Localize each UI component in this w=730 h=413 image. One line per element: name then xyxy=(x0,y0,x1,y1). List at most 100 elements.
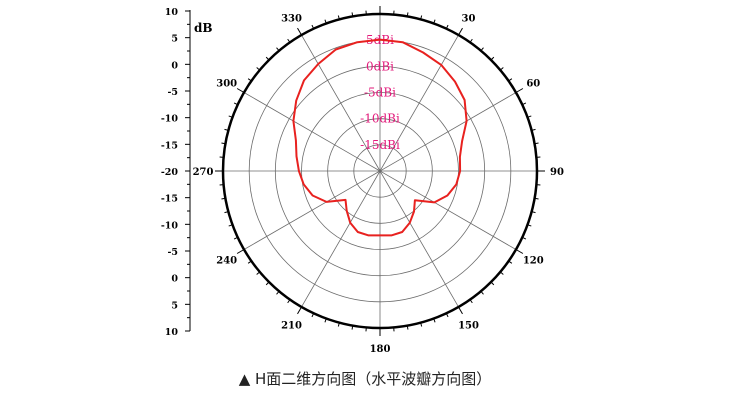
outer-tick xyxy=(499,67,504,71)
outer-tick xyxy=(233,102,238,106)
outer-tick xyxy=(531,128,536,131)
grid-spoke-inner xyxy=(379,157,403,172)
outer-tick xyxy=(297,27,302,36)
outer-tick xyxy=(287,38,291,43)
polar-chart: 10 5 0 -5 -10 -15 -20 -15 -10 -5 0 5 10 dB 30 60 90 120… xyxy=(161,6,564,355)
outer-tick xyxy=(265,281,270,286)
outer-tick xyxy=(228,224,233,227)
ring-label: 0dBi xyxy=(366,59,394,73)
grid-spoke xyxy=(243,92,358,159)
triangle-icon: ▲ xyxy=(238,370,251,388)
y-tick-label: -20 xyxy=(161,167,179,178)
outer-tick xyxy=(490,281,495,286)
outer-tick xyxy=(445,313,449,318)
y-tick-label: 10 xyxy=(165,7,179,18)
outer-tick xyxy=(433,19,436,24)
grid-spoke xyxy=(402,92,517,159)
outer-tick xyxy=(247,78,252,82)
outer-tick xyxy=(224,128,229,131)
outer-tick xyxy=(236,249,245,254)
outer-tick xyxy=(508,260,513,264)
angle-label: 210 xyxy=(281,320,302,331)
polar-grid xyxy=(215,6,545,336)
angle-label: 330 xyxy=(281,14,302,25)
outer-tick xyxy=(531,211,536,214)
y-tick-label: -5 xyxy=(167,87,178,98)
grid-spoke xyxy=(301,193,368,308)
y-tick-label: 5 xyxy=(171,34,178,45)
ring-label: -10dBi xyxy=(360,112,400,126)
angle-label: 180 xyxy=(370,344,391,355)
angle-labels: 30 60 90 120 150 180 210 240 270 300 330 xyxy=(193,14,564,355)
outer-tick xyxy=(515,249,524,254)
outer-tick xyxy=(406,325,409,330)
outer-tick xyxy=(221,142,226,145)
grid-spoke-inner xyxy=(379,148,394,172)
grid-spoke-inner xyxy=(379,170,394,194)
outer-tick xyxy=(311,313,315,318)
outer-tick xyxy=(351,12,354,17)
outer-tick xyxy=(406,12,409,17)
y-tick-label: -5 xyxy=(167,247,178,258)
grid-spoke-inner xyxy=(379,170,403,185)
y-tick-label: -10 xyxy=(161,114,179,125)
outer-tick xyxy=(433,318,436,323)
y-tick-label: 0 xyxy=(171,60,178,71)
ring-label: -5dBi xyxy=(364,86,396,100)
grid-spoke-inner xyxy=(366,148,381,172)
outer-tick xyxy=(522,102,527,106)
y-axis-label: dB xyxy=(194,21,213,35)
outer-tick xyxy=(233,236,238,240)
grid-spoke xyxy=(392,193,459,308)
angle-label: 240 xyxy=(216,256,237,267)
outer-tick xyxy=(515,88,524,93)
angle-label: 150 xyxy=(458,320,479,331)
angle-label: 60 xyxy=(526,79,540,90)
angle-label: 30 xyxy=(462,14,476,25)
outer-tick xyxy=(527,115,532,118)
chart-caption: ▲ H面二维方向图（水平波瓣方向图） xyxy=(0,368,730,389)
grid-spoke-inner xyxy=(357,157,381,172)
outer-tick xyxy=(480,290,484,295)
outer-tick xyxy=(324,318,327,323)
y-axis: 10 5 0 -5 -10 -15 -20 -15 -10 -5 0 5 10 dB xyxy=(161,7,213,338)
outer-tick xyxy=(508,78,513,82)
grid-spoke xyxy=(243,183,358,250)
outer-tick xyxy=(297,306,302,315)
grid-spoke xyxy=(301,34,368,149)
grid-spoke-inner xyxy=(366,170,381,194)
angle-label: 90 xyxy=(550,167,564,178)
angle-label: 270 xyxy=(193,167,214,178)
grid-spoke-inner xyxy=(357,170,381,185)
y-tick-label: 5 xyxy=(171,300,178,311)
y-tick-label: -15 xyxy=(161,140,178,151)
outer-tick xyxy=(247,260,252,264)
outer-tick xyxy=(480,47,484,52)
outer-tick xyxy=(256,67,261,71)
outer-tick xyxy=(522,236,527,240)
outer-tick xyxy=(324,19,327,24)
y-tick-label: 0 xyxy=(171,274,178,285)
y-tick-label: -15 xyxy=(161,194,178,205)
outer-tick xyxy=(469,299,473,304)
outer-tick xyxy=(445,24,449,29)
outer-tick xyxy=(256,271,261,275)
caption-text: H面二维方向图（水平波瓣方向图） xyxy=(255,370,492,388)
outer-tick xyxy=(221,197,226,200)
outer-tick xyxy=(458,306,463,315)
outer-tick xyxy=(337,322,340,327)
outer-tick xyxy=(337,15,340,20)
series-layer xyxy=(292,38,468,237)
series-line xyxy=(292,38,468,237)
outer-tick xyxy=(420,322,423,327)
angle-label: 300 xyxy=(216,79,237,90)
outer-tick xyxy=(276,290,280,295)
outer-tick xyxy=(351,325,354,330)
outer-tick xyxy=(534,197,539,200)
outer-tick xyxy=(499,271,504,275)
angle-label: 120 xyxy=(523,256,544,267)
outer-tick xyxy=(311,24,315,29)
outer-tick xyxy=(458,27,463,36)
outer-tick xyxy=(527,224,532,227)
outer-tick xyxy=(469,38,473,43)
